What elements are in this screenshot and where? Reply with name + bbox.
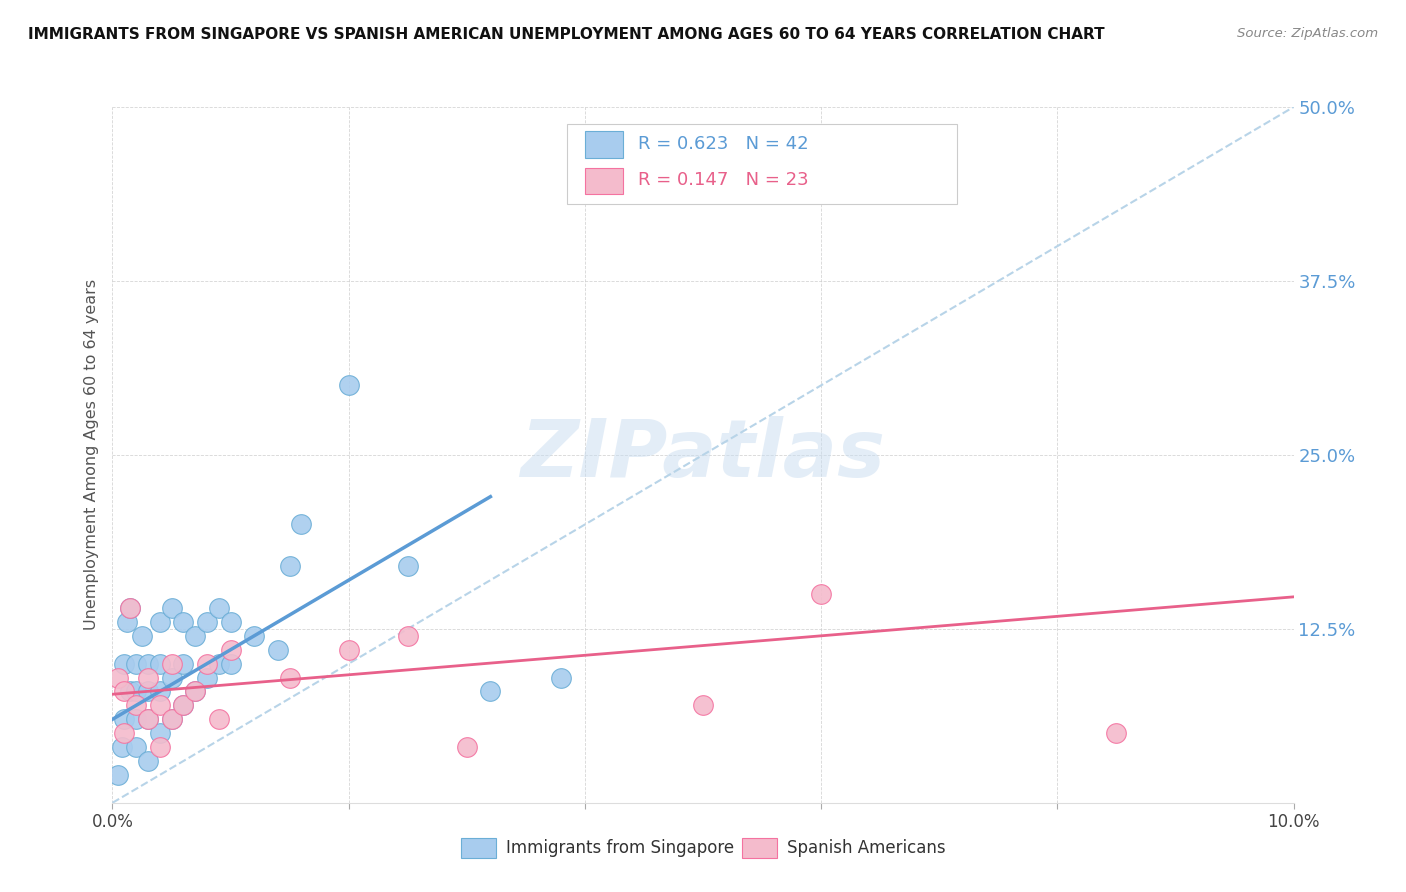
Point xyxy=(125,712,148,726)
Point xyxy=(111,740,134,755)
Point xyxy=(479,684,502,698)
Point xyxy=(195,615,218,629)
Point xyxy=(125,740,148,755)
Point xyxy=(219,657,242,671)
Point xyxy=(125,657,148,671)
Point xyxy=(136,671,159,685)
Point xyxy=(278,671,301,685)
Point xyxy=(208,657,231,671)
Point xyxy=(112,657,135,671)
Point xyxy=(396,629,419,643)
Point xyxy=(160,712,183,726)
Point xyxy=(184,684,207,698)
Point xyxy=(219,642,242,657)
Point xyxy=(136,657,159,671)
Point xyxy=(243,629,266,643)
FancyBboxPatch shape xyxy=(742,838,778,858)
Point xyxy=(208,712,231,726)
Point xyxy=(219,615,242,629)
Point xyxy=(278,559,301,574)
Point xyxy=(149,740,172,755)
Point xyxy=(149,684,172,698)
Text: R = 0.147   N = 23: R = 0.147 N = 23 xyxy=(638,171,808,189)
FancyBboxPatch shape xyxy=(567,124,957,204)
Text: Source: ZipAtlas.com: Source: ZipAtlas.com xyxy=(1237,27,1378,40)
Point xyxy=(550,671,572,685)
Point xyxy=(172,615,194,629)
Point xyxy=(112,726,135,740)
FancyBboxPatch shape xyxy=(585,168,623,194)
Point xyxy=(184,684,207,698)
Point xyxy=(120,684,142,698)
Point xyxy=(115,615,138,629)
Point xyxy=(131,629,153,643)
Point xyxy=(172,698,194,713)
Point xyxy=(1105,726,1128,740)
Text: R = 0.623   N = 42: R = 0.623 N = 42 xyxy=(638,135,808,153)
Point xyxy=(149,726,172,740)
Point xyxy=(136,712,159,726)
Y-axis label: Unemployment Among Ages 60 to 64 years: Unemployment Among Ages 60 to 64 years xyxy=(83,279,98,631)
Point xyxy=(120,601,142,615)
Point xyxy=(172,698,194,713)
Text: Spanish Americans: Spanish Americans xyxy=(787,839,945,857)
Point xyxy=(208,601,231,615)
Point xyxy=(184,629,207,643)
Point xyxy=(290,517,312,532)
Point xyxy=(267,642,290,657)
Point xyxy=(136,712,159,726)
Point xyxy=(396,559,419,574)
Point xyxy=(692,698,714,713)
Point xyxy=(112,712,135,726)
Point xyxy=(107,768,129,782)
Point xyxy=(149,698,172,713)
Point xyxy=(125,684,148,698)
Point xyxy=(149,657,172,671)
Point xyxy=(120,601,142,615)
Point xyxy=(112,684,135,698)
Point xyxy=(195,671,218,685)
Point xyxy=(149,615,172,629)
Point xyxy=(195,657,218,671)
FancyBboxPatch shape xyxy=(461,838,496,858)
Point xyxy=(136,684,159,698)
Point xyxy=(125,698,148,713)
Point xyxy=(337,642,360,657)
Point xyxy=(160,601,183,615)
Text: Immigrants from Singapore: Immigrants from Singapore xyxy=(506,839,734,857)
Point xyxy=(160,657,183,671)
Point xyxy=(107,671,129,685)
Point xyxy=(172,657,194,671)
Point xyxy=(456,740,478,755)
FancyBboxPatch shape xyxy=(585,131,623,158)
Point xyxy=(136,754,159,768)
Point xyxy=(160,671,183,685)
Point xyxy=(337,378,360,392)
Point xyxy=(810,587,832,601)
Point xyxy=(160,712,183,726)
Text: IMMIGRANTS FROM SINGAPORE VS SPANISH AMERICAN UNEMPLOYMENT AMONG AGES 60 TO 64 Y: IMMIGRANTS FROM SINGAPORE VS SPANISH AME… xyxy=(28,27,1105,42)
Text: ZIPatlas: ZIPatlas xyxy=(520,416,886,494)
